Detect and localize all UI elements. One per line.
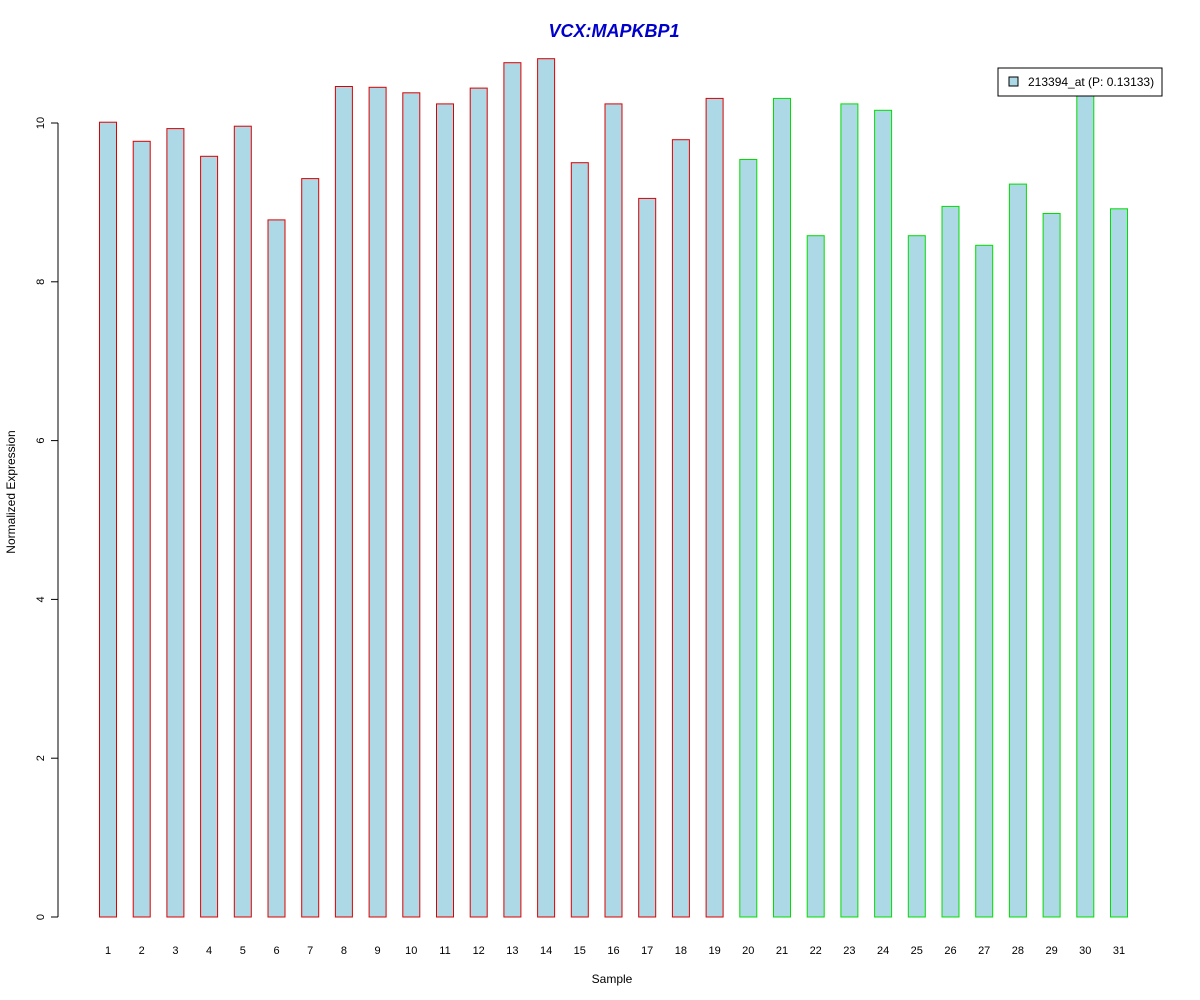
x-tick-label: 29 — [1045, 945, 1057, 957]
bar-sample-21 — [773, 97, 791, 918]
bar-sample-8 — [334, 86, 353, 918]
bar-sample-13 — [503, 62, 522, 918]
x-tick-label: 18 — [675, 945, 687, 957]
x-tick-label: 14 — [540, 945, 552, 957]
chart-title: VCX:MAPKBP1 — [548, 21, 679, 41]
bar-sample-22 — [806, 235, 825, 918]
x-tick-label: 16 — [607, 945, 619, 957]
x-tick-label: 5 — [240, 945, 246, 957]
x-tick-labels: 1 2 3 4 5 6 7 8 9 10 11 12 13 14 15 16 17 18 19 20 21 22 23 24 2… — [105, 945, 1125, 957]
y-axis: 0 2 4 6 8 10 — [35, 117, 59, 920]
bar-sample-20 — [739, 159, 758, 918]
bar-sample-15 — [570, 162, 589, 918]
y-tick-label: 8 — [35, 279, 47, 285]
x-tick-label: 17 — [641, 945, 653, 957]
y-axis-label: Normalized Expression — [4, 430, 18, 553]
x-tick-label: 19 — [708, 945, 720, 957]
bar-sample-4 — [200, 155, 219, 918]
x-tick-label: 9 — [375, 945, 381, 957]
x-tick-label: 1 — [105, 945, 111, 957]
y-tick-label: 10 — [35, 117, 47, 129]
x-tick-label: 25 — [911, 945, 923, 957]
bar-sample-1 — [99, 121, 117, 918]
bar-sample-10 — [402, 92, 421, 918]
bar-sample-25 — [907, 235, 926, 918]
bar-sample-14 — [537, 58, 556, 918]
bar-sample-31 — [1110, 208, 1128, 918]
x-tick-label: 31 — [1113, 945, 1125, 957]
y-tick-label: 2 — [35, 755, 47, 761]
bar-sample-27 — [975, 244, 994, 918]
bar-sample-17 — [638, 197, 657, 918]
x-tick-label: 11 — [439, 945, 450, 957]
y-tick-label: 4 — [35, 596, 47, 602]
x-tick-label: 23 — [843, 945, 855, 957]
x-tick-label: 22 — [810, 945, 822, 957]
x-tick-label: 30 — [1079, 945, 1091, 957]
y-tick-label: 0 — [35, 914, 47, 920]
bar-sample-5 — [233, 125, 252, 918]
x-tick-label: 20 — [742, 945, 754, 957]
x-tick-label: 13 — [506, 945, 518, 957]
bar-sample-7 — [301, 178, 320, 918]
bar-sample-30 — [1076, 93, 1095, 918]
bar-sample-3 — [166, 128, 185, 918]
x-tick-label: 28 — [1012, 945, 1024, 957]
x-axis-label: Sample — [592, 972, 633, 986]
bar-sample-2 — [132, 140, 151, 918]
bar-sample-6 — [267, 219, 286, 918]
x-tick-label: 8 — [341, 945, 347, 957]
x-tick-label: 7 — [307, 945, 313, 957]
bar-sample-24 — [874, 109, 893, 918]
x-tick-label: 4 — [206, 945, 212, 957]
bar-sample-19 — [705, 97, 724, 918]
bar-sample-18 — [671, 139, 690, 918]
y-tick-label: 6 — [35, 438, 47, 444]
bar-sample-12 — [469, 87, 488, 918]
bar-sample-9 — [368, 86, 387, 918]
x-tick-label: 27 — [978, 945, 990, 957]
bar-sample-16 — [604, 103, 623, 918]
x-tick-label: 24 — [877, 945, 889, 957]
x-tick-label: 21 — [776, 945, 788, 957]
bar-sample-26 — [941, 205, 960, 918]
bars-group — [99, 58, 1128, 918]
legend-box — [997, 67, 1163, 97]
legend-label: 213394_at (P: 0.13133) — [1028, 75, 1154, 89]
bar-sample-23 — [840, 103, 859, 918]
x-tick-label: 26 — [944, 945, 956, 957]
legend-swatch — [1008, 76, 1019, 87]
x-tick-label: 10 — [405, 945, 417, 957]
x-tick-label: 3 — [172, 945, 178, 957]
bar-sample-29 — [1042, 213, 1061, 918]
bar-sample-28 — [1008, 183, 1027, 918]
x-tick-label: 2 — [139, 945, 145, 957]
x-tick-label: 15 — [574, 945, 586, 957]
legend: 213394_at (P: 0.13133) — [997, 67, 1163, 97]
bar-sample-11 — [436, 103, 454, 918]
x-tick-label: 6 — [273, 945, 279, 957]
x-tick-label: 12 — [473, 945, 485, 957]
